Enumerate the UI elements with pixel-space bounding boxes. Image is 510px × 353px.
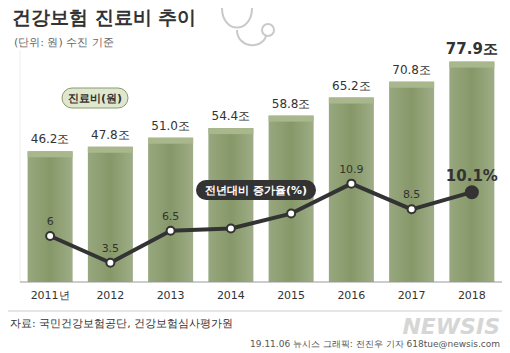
bar-cap [28, 151, 73, 157]
line-point [287, 210, 295, 218]
line-point [167, 227, 175, 235]
x-tick-label: 2015 [277, 289, 305, 302]
credit: 19.11.06 뉴시스 그래픽: 전진우 기자 618tue@newsis.c… [250, 339, 500, 349]
data-label: 10.1% [446, 167, 498, 185]
line [50, 184, 472, 263]
data-label: 46.2조 [31, 132, 70, 146]
data-label: 3.5 [102, 242, 120, 255]
bar [148, 138, 193, 282]
bar-cap [88, 147, 133, 153]
chart: 건강보험 진료비 추이 (단위: 원) 수진 기준 46.2조 47.8조 51.0조 5… [0, 0, 510, 353]
subtitle: (단위: 원) 수진 기준 [14, 36, 114, 49]
data-label: 77.9조 [446, 40, 498, 58]
legend-label: 전년대비 증가율(%) [205, 184, 307, 197]
bar-cap [208, 128, 253, 134]
line-point [408, 205, 416, 213]
data-label: 65.2조 [332, 79, 371, 93]
title: 건강보험 진료비 추이 [12, 6, 196, 28]
x-axis [20, 282, 502, 283]
line-point [466, 186, 478, 198]
bar-cap [329, 98, 374, 104]
x-tick-label: 2012 [96, 289, 124, 302]
axis-line [20, 50, 21, 282]
watermark: NEWSIS [402, 314, 500, 339]
data-label: 51.0조 [151, 119, 190, 133]
legend-bar: 진료비(원) [62, 88, 128, 108]
chart-container: 건강보험 진료비 추이 (단위: 원) 수진 기준 46.2조 47.8조 51.0조 5… [0, 0, 510, 353]
divider [8, 311, 502, 312]
x-tick-label: 2014 [217, 289, 245, 302]
bar [389, 82, 434, 282]
data-label: 70.8조 [392, 63, 431, 77]
line-point [46, 232, 54, 240]
decoration [222, 8, 274, 45]
bar-cap [148, 138, 193, 144]
bar-cap [449, 62, 494, 68]
legend-label: 진료비(원) [68, 92, 122, 105]
data-label: 10.9 [339, 163, 364, 176]
data-label: 6 [47, 215, 54, 228]
data-label: 47.8조 [91, 128, 130, 142]
data-label: 58.8조 [272, 97, 311, 111]
data-label: 6.5 [162, 210, 180, 223]
legend-line: 전년대비 증가율(%) [196, 180, 316, 200]
bar [88, 147, 133, 282]
x-tick-label: 2017 [398, 289, 426, 302]
x-tick-label: 2018 [458, 289, 486, 302]
x-tick-label: 2013 [157, 289, 185, 302]
source: 자료: 국민건강보험공단, 건강보험심사평가원 [10, 317, 233, 330]
x-tick-label: 2011년 [31, 289, 70, 302]
data-label: 54.4조 [212, 109, 251, 123]
labels: 46.2조 47.8조 51.0조 54.4조 58.8조 65.2조 70.8조 77.9조… [31, 40, 498, 302]
bar-cap [269, 116, 314, 122]
bar-cap [389, 82, 434, 88]
bar [28, 151, 73, 282]
line-point [227, 225, 235, 233]
data-label: 8.5 [403, 188, 421, 201]
x-tick-label: 2016 [337, 289, 365, 302]
bar [208, 128, 253, 282]
plot-area [28, 62, 495, 282]
line-point [347, 180, 355, 188]
line-point [106, 259, 114, 267]
